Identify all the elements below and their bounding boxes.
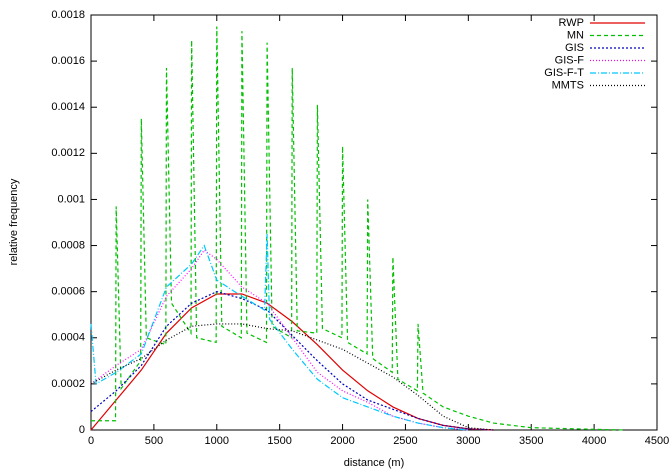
y-tick-label: 0.0008 [51, 239, 85, 251]
x-tick-label: 1000 [205, 435, 229, 447]
legend-label: RWP [559, 17, 584, 29]
y-axis-label: relative frequency [8, 178, 20, 265]
legend-label: MMTS [552, 79, 584, 91]
legend-label: MN [567, 29, 584, 41]
x-tick-label: 3500 [519, 435, 543, 447]
x-tick-label: 4500 [645, 435, 669, 447]
y-tick-label: 0 [79, 424, 85, 436]
series-line [90, 234, 469, 431]
y-tick-label: 0.0016 [51, 55, 85, 67]
x-tick-label: 1500 [267, 435, 291, 447]
plot-frame [90, 14, 658, 431]
legend-label: GIS-F-T [544, 67, 584, 79]
legend-label: GIS [565, 42, 584, 54]
series-line [90, 323, 494, 431]
y-tick-label: 0.0002 [51, 378, 85, 390]
series-line [91, 26, 626, 431]
x-tick-label: 0 [88, 435, 94, 447]
x-tick-label: 2000 [330, 435, 354, 447]
y-tick-label: 0.0004 [51, 332, 85, 344]
series-line [90, 249, 469, 431]
series-line [90, 291, 494, 431]
y-tick-label: 0.0018 [51, 9, 85, 21]
y-tick-label: 0.001 [57, 193, 85, 205]
y-tick-label: 0.0014 [51, 101, 85, 113]
y-tick-label: 0.0006 [51, 286, 85, 298]
x-tick-label: 2500 [393, 435, 417, 447]
legend-label: GIS-F [555, 54, 585, 66]
y-tick-label: 0.0012 [51, 147, 85, 159]
x-tick-label: 3000 [456, 435, 480, 447]
x-tick-label: 4000 [582, 435, 606, 447]
x-axis-label: distance (m) [344, 457, 405, 469]
x-tick-label: 500 [145, 435, 163, 447]
